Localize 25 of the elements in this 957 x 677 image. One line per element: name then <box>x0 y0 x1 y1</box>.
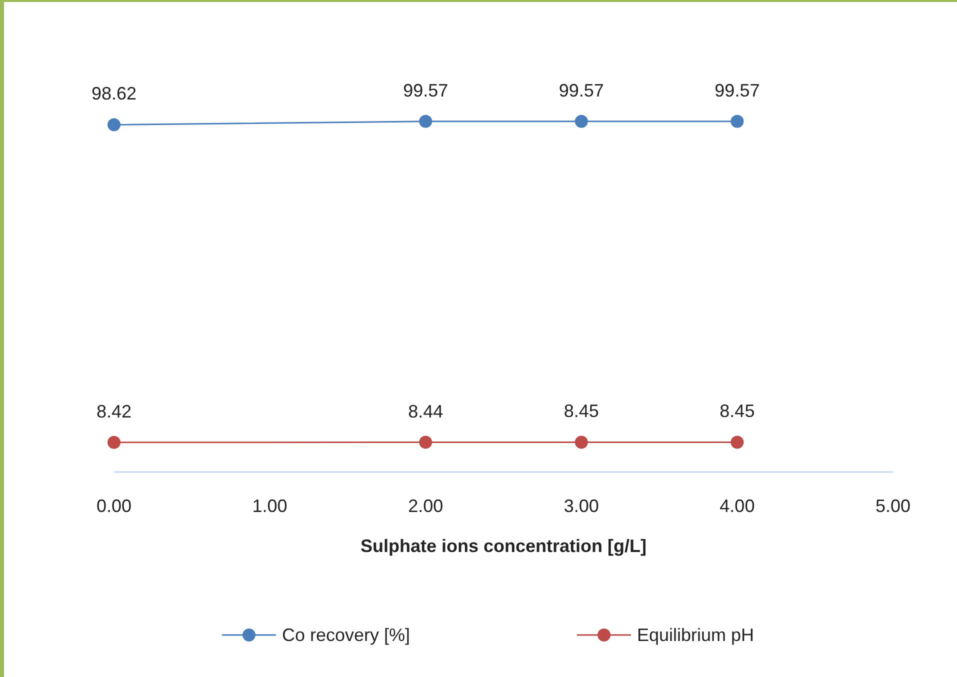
x-axis-title: Sulphate ions concentration [g/L] <box>360 536 647 556</box>
point <box>574 436 588 449</box>
point <box>730 436 744 449</box>
data-label: 8.44 <box>408 401 444 422</box>
x-tick-label: 1.00 <box>252 496 288 516</box>
point <box>419 114 432 128</box>
legend-label: Equilibrium pH <box>637 625 754 645</box>
x-tick-label: 0.00 <box>96 496 132 516</box>
data-label: 99.57 <box>558 80 604 100</box>
data-label: 8.45 <box>720 401 755 422</box>
data-label: 8.45 <box>564 401 599 422</box>
x-tick-label: 4.00 <box>720 496 755 516</box>
data-label: 99.57 <box>714 80 760 100</box>
legend-label: Co recovery [%] <box>282 625 410 645</box>
x-tick-label: 5.00 <box>875 496 911 516</box>
point <box>108 436 120 449</box>
x-tick-label: 2.00 <box>408 496 444 516</box>
data-label: 99.57 <box>403 80 448 100</box>
point <box>419 436 432 449</box>
point <box>108 118 120 132</box>
data-label: 8.42 <box>96 401 132 422</box>
point <box>574 114 588 128</box>
x-tick-label: 3.00 <box>564 496 599 516</box>
data-label: 98.62 <box>91 84 137 104</box>
point <box>730 114 744 128</box>
